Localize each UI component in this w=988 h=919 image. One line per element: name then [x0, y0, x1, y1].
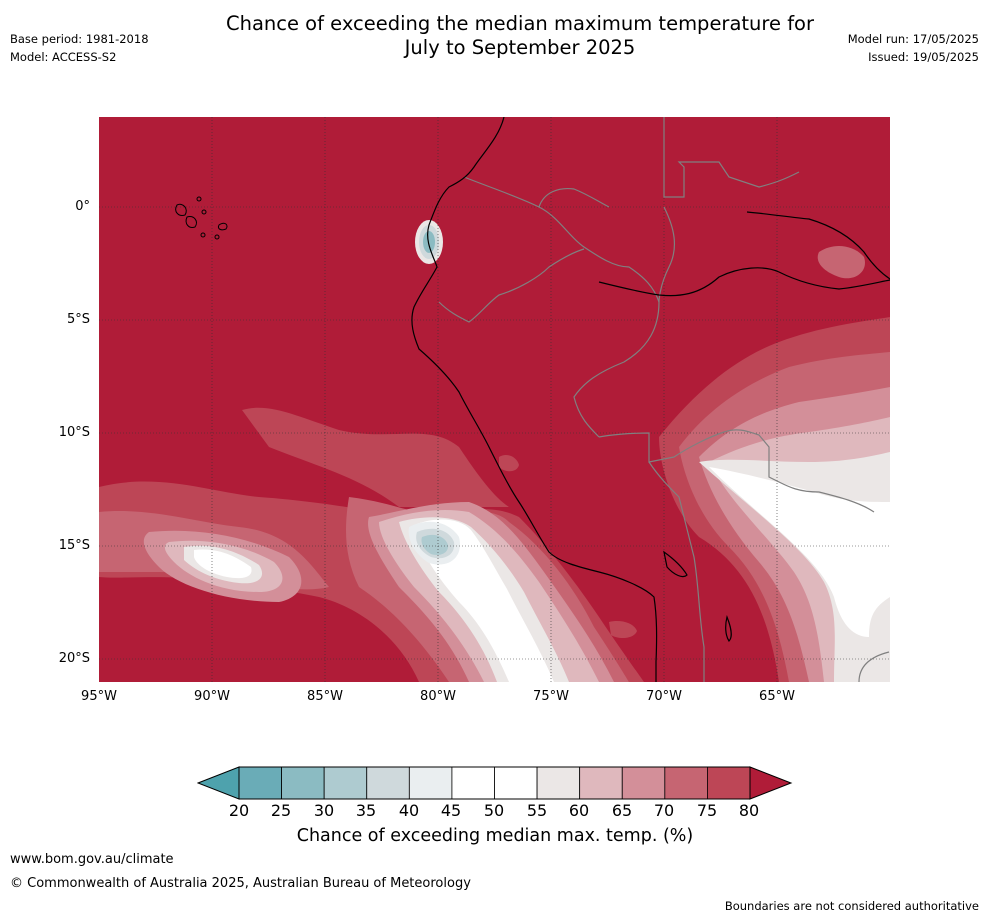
colorbar-title: Chance of exceeding median max. temp. (%…: [296, 826, 694, 846]
lat-label: 5°S: [66, 312, 90, 327]
lat-label: 15°S: [58, 538, 90, 553]
colorbar-cell: [323, 766, 368, 800]
amazon-river: [598, 267, 890, 297]
colorbar-cell: [451, 766, 495, 800]
colorbar-tick-label: 45: [440, 801, 462, 820]
lon-label: 65°W: [759, 689, 795, 704]
colorbar-cell: [408, 766, 453, 800]
page-title: Chance of exceeding the median maximum t…: [150, 12, 890, 60]
colorbar-over-arrow: [749, 766, 793, 800]
contour-75-small-1: [499, 454, 519, 472]
colorbar-cell: [707, 766, 751, 800]
colorbar-tick-label: 20: [228, 801, 250, 820]
colorbar-tick-label: 50: [483, 801, 505, 820]
probability-contours: [99, 220, 890, 682]
lake-titicaca: [663, 550, 688, 578]
lon-label: 70°W: [646, 689, 682, 704]
colorbar-tick-label: 65: [611, 801, 633, 820]
copyright-text: © Commonwealth of Australia 2025, Austra…: [10, 876, 471, 891]
contour-75-small-2: [609, 621, 637, 639]
lon-label: 95°W: [81, 689, 117, 704]
colorbar-cell: [366, 766, 410, 800]
colorbar-tick-label: 75: [696, 801, 718, 820]
model-run-label: Model run: 17/05/2025: [847, 32, 979, 46]
title-line-1: Chance of exceeding the median maximum t…: [225, 12, 815, 35]
colorbar-tick-label: 60: [568, 801, 590, 820]
contour-70-north: [817, 245, 865, 279]
colorbar-tick-label: 25: [270, 801, 292, 820]
forecast-map: [99, 117, 890, 682]
base-period-label: Base period: 1981-2018: [10, 32, 149, 46]
contour-50: [194, 519, 554, 682]
colorbar-cell: [664, 766, 708, 800]
colorbar-cell: [536, 766, 581, 800]
lon-label: 80°W: [420, 689, 456, 704]
lon-label: 85°W: [307, 689, 343, 704]
colorbar-cell: [494, 766, 538, 800]
model-label: Model: ACCESS-S2: [10, 50, 117, 64]
country-borders: [438, 117, 890, 682]
colorbar-cell: [281, 766, 325, 800]
colorbar-cell: [579, 766, 623, 800]
galapagos-islands: [175, 196, 228, 240]
colorbar-cell: [621, 766, 666, 800]
contour-50-east: [709, 467, 890, 637]
title-line-2: July to September 2025: [404, 36, 636, 59]
amazon-north-arm: [746, 211, 890, 280]
lon-label: 75°W: [533, 689, 569, 704]
lon-label: 90°W: [194, 689, 230, 704]
issued-label: Issued: 19/05/2025: [868, 50, 979, 64]
graticule: [99, 117, 890, 682]
lat-label: 20°S: [58, 651, 90, 666]
contour-30: [421, 534, 449, 555]
lat-label: 10°S: [58, 425, 90, 440]
lake-poopo: [725, 615, 732, 642]
colorbar-cell: [238, 766, 282, 800]
website-link[interactable]: www.bom.gov.au/climate: [10, 852, 174, 867]
lat-label: 0°: [75, 199, 90, 214]
south-america-coast: [411, 117, 658, 682]
colorbar-tick-label: 70: [653, 801, 675, 820]
coastal-cool-spot-inner: [423, 231, 435, 253]
colorbar-under-arrow: [197, 766, 240, 800]
colorbar-frame: [238, 766, 751, 800]
disclaimer-text: Boundaries are not considered authoritat…: [724, 899, 979, 913]
coastlines: [411, 117, 890, 682]
colorbar-tick-label: 30: [313, 801, 335, 820]
colorbar: [197, 766, 793, 800]
colorbar-tick-label: 40: [398, 801, 420, 820]
colorbar-tick-label: 55: [526, 801, 548, 820]
colorbar-tick-label: 35: [355, 801, 377, 820]
colorbar-tick-label: 80: [738, 801, 760, 820]
